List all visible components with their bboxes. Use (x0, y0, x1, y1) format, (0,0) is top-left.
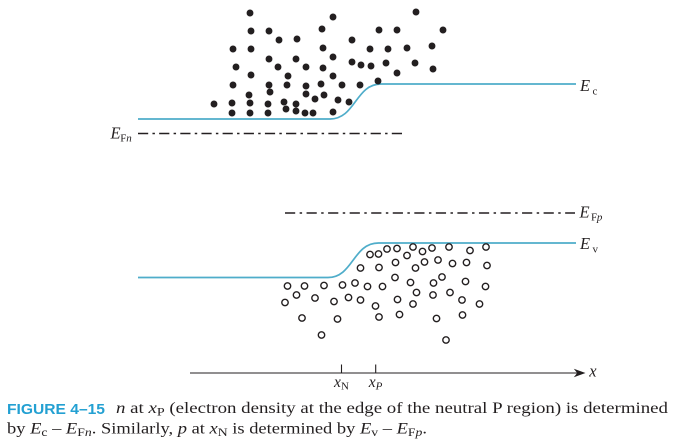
svg-text:p: p (596, 212, 603, 224)
svg-text:x: x (368, 374, 376, 391)
svg-text:by Ec – EFn. Similarly, p at x: by Ec – E Fn. Similarly, p at xN is deter… (7, 421, 427, 440)
svg-text:E: E (579, 76, 590, 95)
svg-text:N: N (341, 381, 349, 393)
svg-text:n: n (126, 133, 132, 145)
svg-text:E: E (579, 234, 590, 253)
svg-text:x: x (333, 374, 341, 391)
svg-text:E: E (110, 124, 121, 143)
svg-text:n at xP (electron density at t: n at xP (electron density at the edge of… (116, 400, 668, 419)
svg-text:F: F (591, 212, 597, 224)
svg-text:FIGURE 4–15: FIGURE 4–15 (7, 401, 105, 418)
svg-text:P: P (375, 381, 383, 393)
svg-text:x: x (588, 362, 597, 381)
svg-text:v: v (593, 244, 599, 256)
svg-text:F: F (120, 133, 126, 145)
svg-text:c: c (593, 86, 598, 98)
svg-text:E: E (579, 203, 590, 222)
